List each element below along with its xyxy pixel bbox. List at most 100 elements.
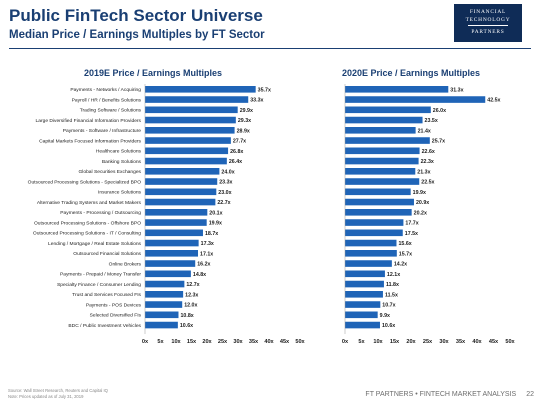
category-label: Payments - POS Devices	[86, 302, 142, 308]
chart-title-2020: 2020E Price / Earnings Multiples	[342, 68, 481, 78]
x-tick-label-2020: 35x	[456, 339, 466, 345]
data-label-2019: 26.4x	[229, 159, 242, 165]
data-label-2020: 21.4x	[418, 128, 431, 134]
data-label-2020: 21.3x	[417, 169, 430, 175]
category-label: Specialty Finance / Consumer Lending	[57, 282, 141, 288]
category-label: Payroll / HR / Benefits Solutions	[72, 97, 142, 103]
bar-2019	[145, 96, 249, 103]
bar-2020	[345, 311, 378, 319]
category-label: Online Brokers	[109, 261, 142, 267]
logo-line-technology: TECHNOLOGY	[465, 17, 511, 23]
bar-2019	[145, 301, 183, 308]
data-label-2019: 16.2x	[197, 262, 210, 268]
category-label: Healthcare Solutions	[96, 149, 142, 155]
category-label: Outsourced Processing Solutions - Offsho…	[34, 220, 141, 226]
data-label-2020: 20.2x	[414, 210, 427, 216]
bar-2020	[345, 301, 381, 308]
category-label: Payments - Networks / Acquiring	[70, 87, 141, 93]
bar-2019	[145, 178, 218, 185]
footer-source: Source: Wall Street Research, Reuters an…	[8, 388, 108, 399]
x-tick-label-2019: 15x	[187, 339, 197, 345]
x-tick-label-2020: 10x	[373, 339, 383, 345]
x-tick-label-2019: 20x	[202, 339, 212, 345]
data-label-2020: 42.5x	[487, 98, 500, 104]
data-label-2020: 10.7x	[382, 303, 395, 309]
logo-rule	[468, 25, 508, 26]
data-label-2019: 29.9x	[240, 108, 253, 114]
x-tick-label-2019: 50x	[295, 339, 305, 345]
data-label-2019: 19.9x	[209, 221, 222, 227]
data-label-2020: 11.8x	[386, 282, 399, 288]
bar-2020	[345, 291, 383, 298]
bar-2019	[145, 209, 208, 216]
bar-2019	[145, 157, 227, 165]
bar-2020	[345, 168, 416, 175]
x-tick-label-2020: 30x	[439, 339, 449, 345]
bar-2020	[345, 260, 392, 267]
x-tick-label-2019: 30x	[233, 339, 243, 345]
data-label-2020: 11.5x	[385, 292, 398, 298]
data-label-2019: 18.7x	[205, 231, 218, 237]
footer-brand-text: FT PARTNERS • FINTECH MARKET ANALYSIS	[365, 391, 517, 398]
bar-2020	[345, 219, 404, 226]
bar-2019	[145, 280, 185, 288]
x-tick-label-2019: 35x	[249, 339, 259, 345]
data-label-2020: 9.9x	[380, 313, 390, 319]
bar-2020	[345, 116, 423, 124]
bar-2019	[145, 270, 191, 278]
category-label: BDC / Public Investment Vehicles	[68, 323, 141, 329]
x-tick-label-2020: 50x	[505, 339, 515, 345]
x-tick-label-2019: 10x	[171, 339, 181, 345]
data-label-2019: 12.0x	[184, 303, 197, 309]
bar-2020	[345, 239, 397, 247]
x-tick-label-2019: 5x	[157, 339, 164, 345]
data-label-2019: 17.3x	[201, 241, 214, 247]
data-label-2019: 17.1x	[200, 251, 213, 257]
data-label-2020: 25.7x	[432, 139, 445, 145]
bar-2020	[345, 86, 449, 93]
x-tick-label-2020: 15x	[390, 339, 400, 345]
bar-2019	[145, 116, 236, 124]
bar-2020	[345, 147, 420, 155]
bar-2020	[345, 178, 420, 185]
bar-2019	[145, 291, 184, 298]
header-divider	[9, 48, 531, 49]
data-label-2019: 33.3x	[250, 98, 263, 104]
bar-2020	[345, 270, 385, 278]
page-number: 22	[526, 391, 534, 398]
data-label-2020: 23.5x	[425, 118, 438, 124]
logo-line-partners: PARTNERS	[471, 29, 505, 35]
data-label-2020: 22.6x	[422, 149, 435, 155]
data-label-2019: 12.3x	[185, 292, 198, 298]
data-label-2020: 17.7x	[405, 221, 418, 227]
data-label-2019: 24.0x	[221, 169, 234, 175]
category-label: Payments - Software / Infrastructure	[63, 128, 142, 134]
category-label: Outsourced Processing Solutions - Specia…	[28, 179, 142, 185]
page-title: Public FinTech Sector Universe	[9, 6, 263, 25]
data-label-2019: 10.8x	[180, 313, 193, 319]
data-label-2019: 23.0x	[218, 190, 231, 196]
x-tick-label-2020: 45x	[489, 339, 499, 345]
data-label-2019: 27.7x	[233, 139, 246, 145]
category-label: Banking Solutions	[102, 159, 142, 165]
bar-2020	[345, 280, 384, 288]
x-tick-label-2019: 40x	[264, 339, 274, 345]
data-label-2020: 19.9x	[413, 190, 426, 196]
bar-2019	[145, 127, 235, 134]
bar-2019	[145, 106, 238, 114]
x-tick-label-2020: 20x	[406, 339, 416, 345]
bar-2020	[345, 96, 486, 103]
x-tick-label-2020: 25x	[423, 339, 433, 345]
data-label-2019: 28.9x	[237, 128, 250, 134]
data-label-2019: 14.8x	[193, 272, 206, 278]
data-label-2020: 15.7x	[399, 251, 412, 257]
bar-2019	[145, 311, 179, 319]
data-label-2019: 29.3x	[238, 118, 251, 124]
chart-title-2019: 2019E Price / Earnings Multiples	[84, 68, 223, 78]
data-label-2020: 22.3x	[421, 159, 434, 165]
bar-2020	[345, 157, 419, 165]
data-label-2020: 14.2x	[394, 262, 407, 268]
data-label-2020: 20.9x	[416, 200, 429, 206]
footer-source-line1: Source: Wall Street Research, Reuters an…	[8, 388, 108, 393]
x-tick-label-2019: 0x	[142, 339, 149, 345]
